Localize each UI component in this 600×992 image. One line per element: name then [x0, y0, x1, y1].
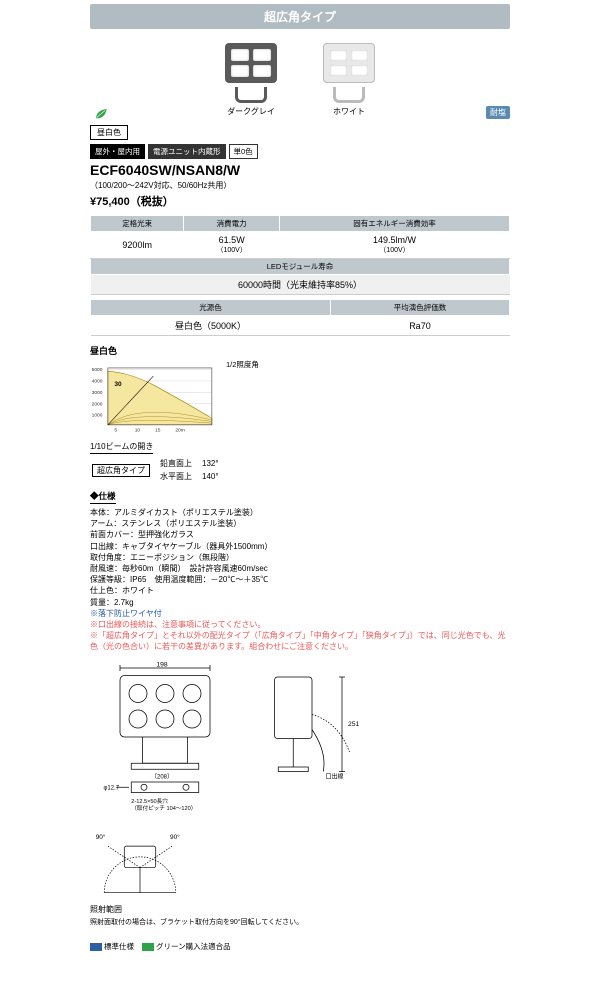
svg-text:φ12.7: φ12.7 [104, 786, 120, 792]
details-heading: ◆仕様 [90, 490, 116, 504]
svg-text:90°: 90° [170, 833, 180, 841]
diagram-front: 198 φ12.7 2-12.5×50長穴 （取付ピッチ 104～120） 〔2… [90, 662, 240, 812]
spec-watt: 61.5W（100V） [184, 232, 280, 259]
fixture-white [309, 41, 389, 103]
beam-table-heading: 1/10ビームの開き [90, 441, 153, 454]
svg-text:1000: 1000 [92, 413, 103, 419]
spec-life: 60000時間（光束維持率85%） [91, 275, 510, 295]
environment-tags: 屋外・屋内用 電源ユニット内蔵形 単0色 [90, 144, 510, 159]
svg-text:20m: 20m [175, 427, 184, 433]
svg-text:〔208〕: 〔208〕 [151, 774, 173, 781]
svg-text:2000: 2000 [92, 401, 103, 407]
color-temperature-tag: 昼白色 [90, 125, 510, 140]
variant-label-dark: ダークグレイ [227, 106, 275, 117]
svg-text:3000: 3000 [92, 390, 103, 396]
variant-label-white: ホワイト [333, 106, 365, 117]
diagram-tilt: 90°90° 照射範囲 照射面取付の場合は、ブラケット取付方向を90°回転してく… [90, 824, 510, 927]
svg-text:10: 10 [135, 427, 141, 433]
spec-cri: Ra70 [330, 316, 509, 336]
spec-details: 本体：アルミダイカスト（ポリエステル塗装） アーム：ステンレス（ポリエステル塗装… [90, 507, 510, 652]
svg-text:5000: 5000 [92, 367, 103, 373]
tag-psu: 電源ユニット内蔵形 [148, 144, 226, 159]
svg-text:口出線: 口出線 [326, 773, 344, 781]
footer-legend: 標準仕様 グリーン購入法適合品 [90, 941, 510, 952]
svg-text:4000: 4000 [92, 379, 103, 385]
svg-text:251: 251 [348, 721, 360, 728]
spec-flux: 9200lm [91, 232, 184, 259]
beam-angle-table: 超広角タイプ 鉛直面上132° 水平面上140° [90, 456, 229, 484]
model-number: ECF6040SW/NSAN8/W [90, 162, 510, 178]
beam-section-label: 昼白色 [90, 344, 510, 357]
spec-table-1: 定格光束 消費電力 固有エネルギー消費効率 9200lm 61.5W（100V）… [90, 215, 510, 295]
svg-text:30: 30 [114, 381, 122, 388]
legend-swatch-standard [90, 943, 102, 951]
tag-indoor-outdoor: 屋外・屋内用 [90, 144, 145, 159]
beam-distribution-chart: 5000 4000 3000 2000 1000 5 10 15 20m 30 1/2照度… [90, 359, 510, 437]
eco-leaf-icon [94, 107, 108, 121]
spec-table-2: 光源色 平均演色評価数 昼白色（5000K） Ra70 [90, 299, 510, 336]
svg-text:90°: 90° [96, 833, 106, 841]
diagram-side: 251 口出線 [252, 662, 372, 812]
spec-efficiency: 149.5lm/W（100V） [279, 232, 509, 259]
legend-swatch-green [142, 943, 154, 951]
beam-legend: 1/2照度角 [226, 359, 259, 370]
life-header: LEDモジュール寿命 [91, 259, 510, 275]
svg-text:15: 15 [155, 427, 161, 433]
svg-text:2-12.5×50長穴: 2-12.5×50長穴 [131, 797, 168, 805]
spec-cct: 昼白色（5000K） [91, 316, 331, 336]
svg-text:5: 5 [114, 427, 117, 433]
price: ¥75,400（税抜） [90, 193, 510, 209]
fixture-darkgray [211, 41, 291, 103]
voltage-note: （100/200～242V対応、50/60Hz共用） [90, 180, 510, 191]
hero-image: ダークグレイ ホワイト 耐塩 [90, 35, 510, 119]
dimension-diagrams: 198 φ12.7 2-12.5×50長穴 （取付ピッチ 104～120） 〔2… [90, 662, 510, 927]
svg-text:198: 198 [156, 662, 168, 669]
type-header: 超広角タイプ [90, 4, 510, 29]
tag-dimming: 単0色 [229, 144, 258, 159]
salt-resistance-badge: 耐塩 [486, 106, 510, 119]
